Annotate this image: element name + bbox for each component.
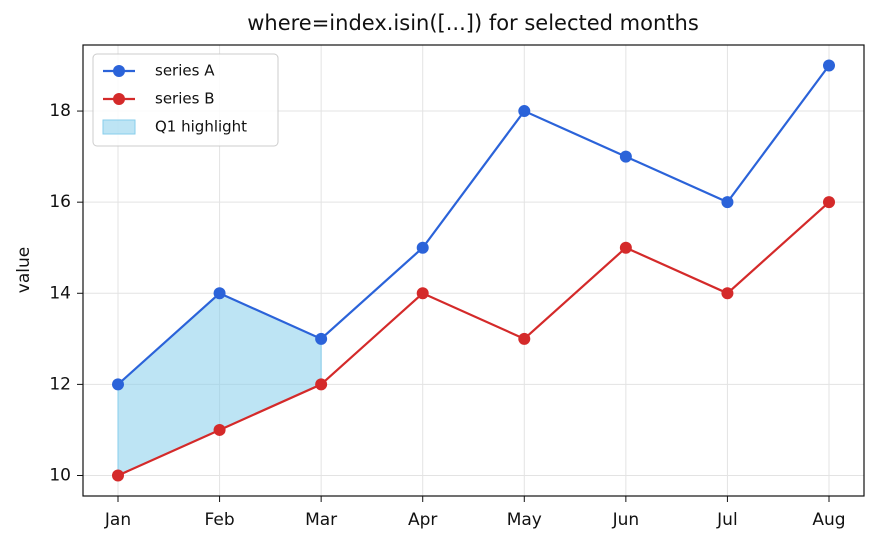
x-tick-label: Apr xyxy=(408,510,437,530)
legend-marker xyxy=(113,93,125,105)
series-line xyxy=(117,64,830,386)
y-axis-label: value xyxy=(14,247,34,293)
point xyxy=(721,196,734,209)
x-tick-label: Jun xyxy=(612,510,640,530)
series-line xyxy=(117,201,830,477)
legend-label: Q1 highlight xyxy=(155,118,247,136)
point xyxy=(518,332,531,345)
x-tick-label: Feb xyxy=(205,510,235,530)
x-tick-label: Jan xyxy=(104,510,131,530)
point xyxy=(213,287,226,300)
chart-title: where=index.isin([...]) for selected mon… xyxy=(247,11,699,35)
y-tick-label: 14 xyxy=(49,283,71,303)
legend-label: series A xyxy=(155,62,215,80)
y-tick-label: 16 xyxy=(49,192,71,212)
y-tick-label: 10 xyxy=(49,466,71,486)
x-tick-label: May xyxy=(507,510,542,530)
x-tick-label: Aug xyxy=(812,510,845,530)
x-tick-label: Mar xyxy=(305,510,337,530)
point xyxy=(315,378,328,391)
x-tick-label: Jul xyxy=(716,510,738,530)
point xyxy=(823,59,835,72)
legend-label: series B xyxy=(155,90,214,108)
point xyxy=(416,287,429,300)
point xyxy=(315,332,328,345)
point xyxy=(416,241,429,254)
legend-marker xyxy=(113,65,125,77)
plot-frame xyxy=(82,44,865,497)
legend-box xyxy=(92,53,279,147)
point xyxy=(823,196,835,209)
point xyxy=(112,378,124,391)
point xyxy=(213,423,226,436)
point xyxy=(721,287,734,300)
legend-swatch xyxy=(102,119,136,135)
point xyxy=(619,241,632,254)
point xyxy=(518,105,531,118)
y-tick-label: 12 xyxy=(49,374,71,394)
y-tick-label: 18 xyxy=(49,101,71,121)
point xyxy=(112,469,124,482)
point xyxy=(619,150,632,163)
